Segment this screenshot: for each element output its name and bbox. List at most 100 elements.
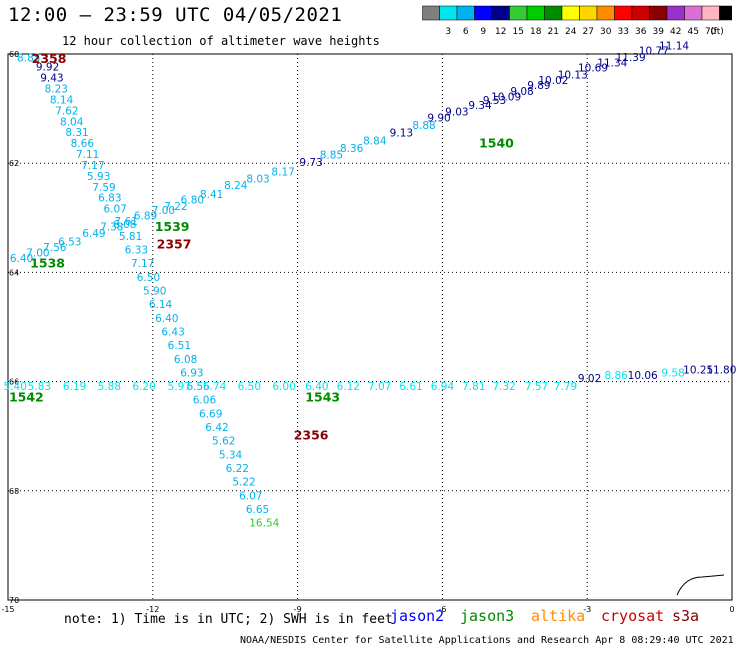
wave-height-value: 6.40 bbox=[155, 313, 178, 325]
lat-tick-label: 66 bbox=[9, 378, 19, 387]
wave-height-value: 10.25 bbox=[683, 365, 713, 377]
legend-label: 24 bbox=[565, 27, 577, 37]
lon-tick-label: -6 bbox=[438, 605, 446, 614]
wave-height-value: 5.93 bbox=[87, 171, 110, 183]
wave-height-value: 10.77 bbox=[639, 45, 669, 57]
wave-height-value: 5.88 bbox=[98, 381, 121, 393]
wave-height-value: 6.00 bbox=[272, 381, 295, 393]
pass-time-label: 2358 bbox=[32, 51, 67, 66]
wave-height-value: 5.83 bbox=[28, 381, 51, 393]
wave-height-value: 10.13 bbox=[558, 69, 588, 81]
satellite-label-s3a: s3a bbox=[672, 607, 700, 625]
wave-height-value: 6.69 bbox=[199, 408, 222, 420]
legend-label: 15 bbox=[513, 27, 524, 37]
legend-label: 42 bbox=[670, 27, 681, 37]
wave-height-value: 7.62 bbox=[55, 105, 78, 117]
wave-height-value: 7.00 bbox=[26, 247, 49, 259]
wave-height-value: 8.36 bbox=[340, 143, 364, 155]
legend-label: 18 bbox=[530, 27, 542, 37]
pass-time-label: 1540 bbox=[479, 136, 514, 151]
wave-height-value: 7.56 bbox=[43, 242, 67, 254]
wave-height-value: 7.22 bbox=[164, 201, 187, 213]
wave-height-value: 6.50 bbox=[238, 381, 261, 393]
lon-tick-label: -9 bbox=[294, 605, 302, 614]
wave-height-value: 6.93 bbox=[180, 367, 203, 379]
wave-height-value: 5.62 bbox=[212, 436, 235, 448]
wave-height-value: 10.69 bbox=[578, 63, 608, 75]
wave-height-value: 7.32 bbox=[492, 381, 515, 393]
wave-height-value: 7.00 bbox=[152, 205, 175, 217]
lat-tick-label: 70 bbox=[9, 596, 19, 605]
wave-height-value: 6.49 bbox=[82, 228, 105, 240]
wave-height-value: 10.06 bbox=[628, 370, 658, 382]
wave-height-value: 6.07 bbox=[239, 490, 262, 502]
wave-height-value: 6.89 bbox=[134, 211, 157, 223]
satellite-label-cryosat: cryosat bbox=[601, 607, 665, 625]
wave-height-value: 7.07 bbox=[368, 381, 391, 393]
wave-height-value: 5.34 bbox=[219, 449, 243, 461]
wave-height-value: 6.51 bbox=[168, 340, 191, 352]
wave-height-value: 8.14 bbox=[50, 94, 74, 106]
pass-time-label: 1543 bbox=[305, 389, 340, 404]
wave-height-value: 7.79 bbox=[554, 381, 577, 393]
wave-height-value: 6.08 bbox=[113, 219, 136, 231]
footer-note: note: 1) Time is in UTC; 2) SWH is in fe… bbox=[64, 612, 393, 627]
pass-time-label: 2356 bbox=[294, 428, 329, 443]
wave-height-value: 6.40 bbox=[10, 253, 33, 265]
legend-label: 27 bbox=[583, 27, 594, 37]
wave-height-value: 6.65 bbox=[246, 504, 269, 516]
legend-label: 6 bbox=[463, 27, 469, 37]
pass-time-label: 1539 bbox=[155, 219, 190, 234]
wave-height-value: 9.34 bbox=[468, 100, 492, 112]
legend-unit: (ft) bbox=[710, 27, 724, 37]
wave-height-value: 6.40 bbox=[305, 381, 328, 393]
wave-height-value: 6.43 bbox=[161, 326, 184, 338]
wave-height-value: 6.61 bbox=[399, 381, 422, 393]
wave-height-value: 6.83 bbox=[98, 193, 121, 205]
color-legend: 3 6 9 12 15 18 21 24 27 30 33 36 39 42 45 70 (ft) bbox=[421, 5, 738, 43]
wave-height-value: 8.41 bbox=[200, 189, 223, 201]
wave-height-value: 8.66 bbox=[71, 138, 95, 150]
wave-height-value: 6.94 bbox=[431, 381, 455, 393]
wave-height-value: 6.14 bbox=[149, 299, 173, 311]
wave-height-value: 6.22 bbox=[226, 463, 249, 475]
wave-height-value: 9.02 bbox=[578, 373, 601, 385]
wave-height-value: 6.07 bbox=[103, 204, 126, 216]
pass-time-label: 1538 bbox=[30, 256, 65, 271]
pass-time-label: 1542 bbox=[9, 389, 44, 404]
wave-height-value: 9.43 bbox=[40, 73, 63, 85]
legend-label: 70 bbox=[705, 27, 717, 37]
wave-height-value: 6.20 bbox=[132, 381, 155, 393]
legend-label: 3 bbox=[445, 27, 451, 37]
wave-height-value: 8.23 bbox=[45, 83, 68, 95]
legend-label: 33 bbox=[618, 27, 629, 37]
satellite-label-jason2: jason2 bbox=[390, 607, 445, 625]
wave-height-value: 5.81 bbox=[119, 231, 142, 243]
lon-tick-label: -15 bbox=[1, 605, 14, 614]
wave-height-value: 9.53 bbox=[483, 95, 506, 107]
wave-height-value: 8.03 bbox=[246, 174, 269, 186]
wave-height-value: 7.17 bbox=[131, 258, 154, 270]
wave-height-value: 7.57 bbox=[525, 381, 548, 393]
satellite-label-altika: altika bbox=[531, 607, 586, 625]
wave-height-value: 10.09 bbox=[491, 92, 521, 104]
legend-label: 39 bbox=[653, 27, 665, 37]
wave-height-value: 8.84 bbox=[363, 135, 387, 147]
wave-height-value: 11.39 bbox=[616, 52, 646, 64]
wave-height-value: 5.97 bbox=[168, 381, 191, 393]
footer-credit: NOAA/NESDIS Center for Satellite Applica… bbox=[240, 635, 734, 646]
map-subtitle: 12 hour collection of altimeter wave hei… bbox=[62, 34, 380, 48]
wave-height-value: 5.74 bbox=[203, 381, 227, 393]
wave-height-value: 8.85 bbox=[320, 150, 343, 162]
wave-height-value: 9.08 bbox=[510, 86, 533, 98]
wave-height-value: 16.54 bbox=[249, 518, 279, 530]
wave-height-value: 7.61 bbox=[115, 216, 138, 228]
wave-height-value: 7.81 bbox=[462, 381, 485, 393]
wave-height-value: 6.42 bbox=[205, 422, 228, 434]
wave-height-value: 6.56 bbox=[186, 381, 210, 393]
legend-label: 30 bbox=[600, 27, 612, 37]
wave-height-value: 6.06 bbox=[193, 395, 217, 407]
lon-tick-label: 0 bbox=[729, 605, 734, 614]
wave-height-value: 8.04 bbox=[60, 116, 84, 128]
lat-tick-label: 60 bbox=[9, 50, 19, 59]
